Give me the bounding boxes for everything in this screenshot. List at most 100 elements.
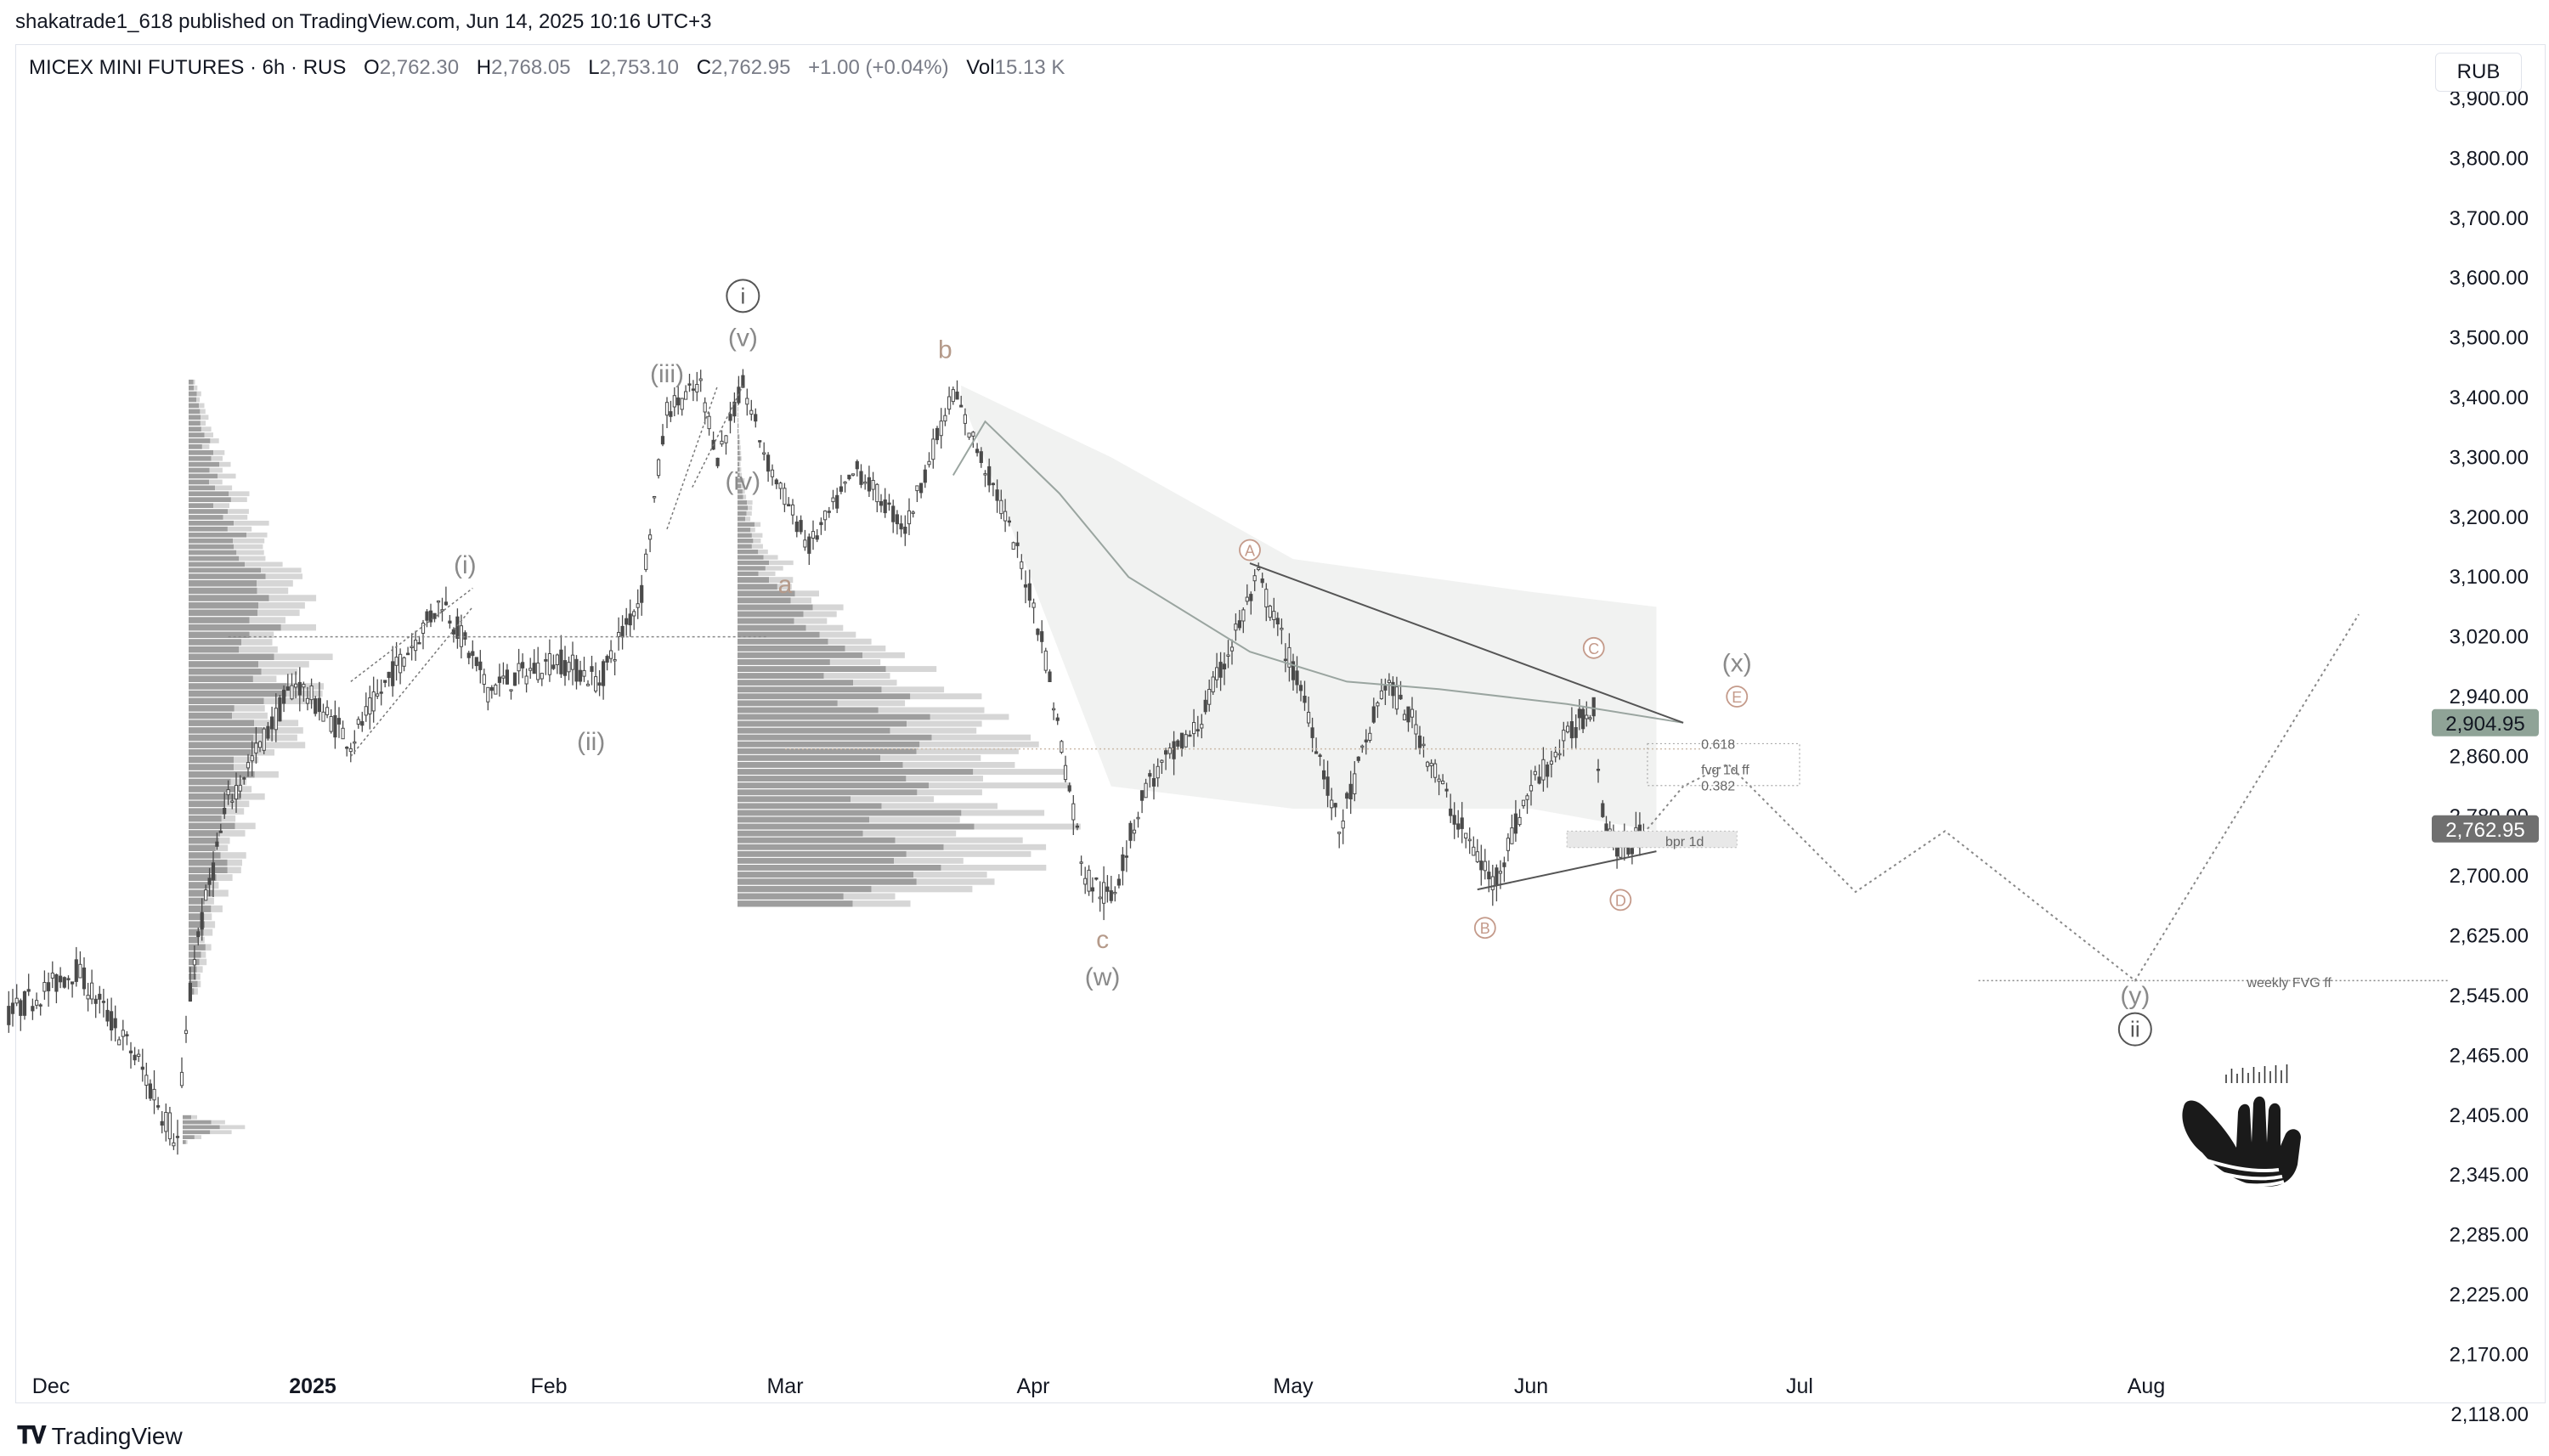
wave-label[interactable]: (i) <box>454 551 477 579</box>
wave-label[interactable]: B <box>1473 917 1496 940</box>
candle <box>517 648 521 685</box>
wave-guide-line[interactable] <box>350 606 473 757</box>
candle <box>1211 671 1215 695</box>
candle <box>364 692 368 722</box>
chart-frame[interactable] <box>15 44 2546 1403</box>
candle <box>640 574 644 616</box>
candle <box>1048 669 1052 682</box>
candle <box>348 742 353 763</box>
wave-label[interactable]: (ii) <box>577 728 605 756</box>
candle <box>778 482 783 499</box>
candle <box>242 776 246 785</box>
wave-label[interactable]: C <box>1582 636 1605 659</box>
candle <box>931 428 935 469</box>
candle <box>35 992 39 1009</box>
candle <box>971 431 975 449</box>
projection-path[interactable] <box>1647 613 2360 982</box>
candle <box>179 1057 184 1088</box>
candle <box>684 385 688 400</box>
svg-text:A: A <box>1245 543 1255 560</box>
candle <box>414 630 418 661</box>
svg-text:D: D <box>1615 892 1626 909</box>
candle <box>266 722 270 741</box>
candle <box>855 459 859 477</box>
wave-label[interactable]: (w) <box>1085 963 1121 991</box>
candle <box>188 967 193 1002</box>
candle <box>444 586 448 607</box>
candle <box>274 693 278 742</box>
wave-guide-line[interactable] <box>692 385 744 488</box>
candle <box>278 695 282 722</box>
tradingview-footer[interactable]: 𝐓𝐕 TradingView <box>17 1422 183 1450</box>
candle <box>436 600 441 618</box>
legend-symbol[interactable]: MICEX MINI FUTURES · 6h · RUS <box>29 56 347 79</box>
candle <box>803 529 807 551</box>
candle <box>867 466 871 497</box>
legend-h-label: H <box>476 56 492 79</box>
wave-label[interactable]: b <box>938 336 952 364</box>
wave-label[interactable]: E <box>1726 686 1749 708</box>
time-tick-label: 2025 <box>289 1374 336 1398</box>
candle <box>133 1047 137 1065</box>
wave-label[interactable]: (iv) <box>726 468 761 496</box>
price-badge-dark[interactable]: 2,762.95 <box>2432 815 2539 843</box>
candle <box>314 696 318 717</box>
candle <box>302 681 306 702</box>
candle <box>891 499 896 533</box>
candle <box>574 655 579 690</box>
candle <box>125 1030 129 1046</box>
bpr-zone[interactable] <box>1566 830 1738 849</box>
wave-label[interactable]: ii <box>2117 1012 2152 1047</box>
candle <box>226 780 230 805</box>
triangle-line[interactable] <box>1249 562 1684 724</box>
annotation-label: weekly FVG ff <box>2247 976 2332 990</box>
candle <box>783 483 787 512</box>
candle <box>1295 656 1299 694</box>
wave-label[interactable]: (y) <box>2120 982 2150 1010</box>
candle <box>620 615 625 650</box>
candle <box>234 772 239 813</box>
candle <box>1275 612 1280 636</box>
candle <box>859 464 863 488</box>
wave-label[interactable]: i <box>726 279 760 313</box>
price-tick-label: 2,345.00 <box>2450 1164 2529 1187</box>
candle <box>1368 726 1372 743</box>
wave-label[interactable]: D <box>1609 889 1632 911</box>
candle <box>987 458 992 493</box>
wave-label[interactable]: (x) <box>1722 649 1752 677</box>
candle <box>421 619 426 650</box>
price-badge-green[interactable]: 2,904.95 <box>2432 708 2539 736</box>
candle <box>1260 573 1264 588</box>
candle <box>1195 715 1200 737</box>
wave-label[interactable]: c <box>1096 926 1109 954</box>
candle <box>1472 836 1476 856</box>
wave-label[interactable]: (v) <box>728 324 758 353</box>
time-tick-label: Feb <box>530 1374 567 1398</box>
candle <box>741 369 745 388</box>
candle <box>1581 705 1585 733</box>
candle <box>376 679 380 699</box>
candle <box>628 599 632 637</box>
wave-label[interactable]: a <box>778 571 793 599</box>
candle <box>1314 737 1319 754</box>
candle <box>1348 770 1353 815</box>
currency-button[interactable]: RUB <box>2435 53 2522 92</box>
candle <box>698 370 703 392</box>
price-tick-label: 2,118.00 <box>2450 1403 2529 1426</box>
candle <box>26 973 31 996</box>
candle <box>943 408 947 426</box>
candle <box>14 984 19 1007</box>
candle <box>605 654 609 671</box>
wave-label[interactable]: (iii) <box>650 360 684 388</box>
wave-label[interactable]: A <box>1239 539 1261 562</box>
candle <box>1249 591 1253 615</box>
candle <box>215 832 219 850</box>
candle <box>325 700 330 719</box>
candle <box>128 1041 133 1069</box>
triangle-line[interactable] <box>1477 850 1657 891</box>
wave-guide-line[interactable] <box>350 587 473 682</box>
shaka-logo <box>2182 1064 2301 1188</box>
time-axis: Dec 2025 Feb Mar Apr May Jun Jul Aug <box>32 1374 2165 1398</box>
candle <box>613 652 617 675</box>
